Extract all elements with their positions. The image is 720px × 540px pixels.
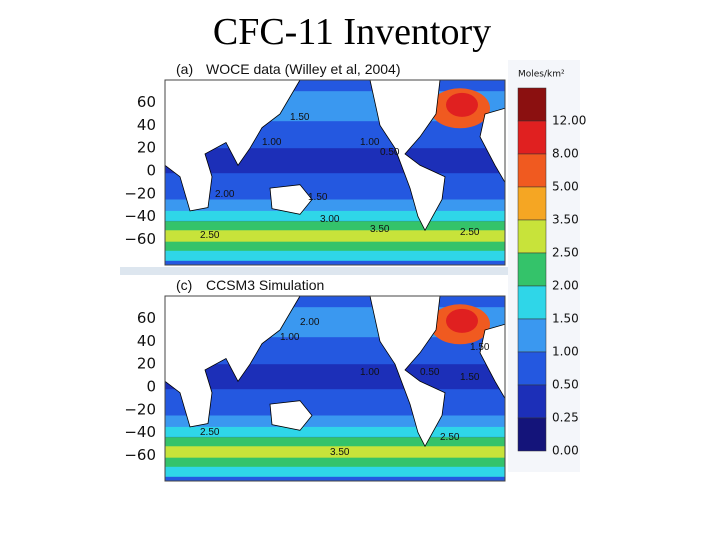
- ocean-band: [165, 241, 505, 252]
- contour-label: 2.50: [440, 432, 460, 443]
- colorbar-swatch: [517, 384, 547, 419]
- contour-label: 3.00: [320, 214, 340, 225]
- land: [479, 323, 506, 400]
- north-atlantic: [446, 92, 478, 117]
- colorbar-label: 2.50: [552, 246, 579, 260]
- land: [269, 400, 313, 431]
- colorbar-swatch: [517, 252, 547, 287]
- panel-title: CCSM3 Simulation: [206, 277, 324, 293]
- contour-label: 0.50: [380, 147, 400, 158]
- colorbar-unit: Moles/km²: [518, 70, 565, 80]
- contour-label: 3.50: [330, 447, 350, 458]
- panel-label: (c): [176, 277, 192, 293]
- contour-label: 2.50: [200, 230, 220, 241]
- y-tick-label: −40: [124, 207, 156, 225]
- land: [369, 295, 446, 448]
- y-tick-label: −20: [124, 184, 156, 202]
- ocean-band: [165, 210, 505, 221]
- colorbar-swatch: [517, 153, 547, 188]
- colorbar-swatch: [517, 351, 547, 386]
- y-tick-label: 40: [137, 332, 156, 350]
- contour-label: 3.50: [370, 224, 390, 235]
- map-panel: (a) WOCE data (Willey et al, 2004) 60 40 20 0…: [124, 61, 506, 266]
- map-frame: [164, 79, 506, 266]
- colorbar-swatch: [517, 120, 547, 155]
- ocean-band: [165, 148, 505, 174]
- ocean-band: [165, 221, 505, 232]
- colorbar-label: 0.25: [552, 411, 579, 425]
- ocean-band: [165, 437, 505, 448]
- colorbar-label: 3.50: [552, 213, 579, 227]
- y-tick-label: 0: [146, 162, 156, 180]
- colorbar-label: 5.00: [552, 180, 579, 194]
- land: [369, 79, 446, 232]
- contour-label: 0.50: [420, 367, 440, 378]
- y-tick-label: −60: [124, 230, 156, 248]
- contour-label: 1.00: [280, 332, 300, 343]
- contour-label: 2.00: [215, 189, 235, 200]
- land: [164, 295, 301, 428]
- land: [164, 79, 301, 212]
- y-tick-label: −20: [124, 400, 156, 418]
- colorbar-swatch: [517, 186, 547, 221]
- divider: [120, 267, 520, 275]
- contour-label: 1.50: [290, 112, 310, 123]
- y-tick-label: 0: [146, 378, 156, 396]
- colorbar-swatch: [517, 417, 547, 452]
- y-tick-label: 20: [137, 355, 156, 373]
- ocean-band: [165, 415, 505, 428]
- colorbar-swatch: [517, 87, 547, 122]
- colorbar-label: 0.50: [552, 378, 579, 392]
- ocean-band: [165, 426, 505, 437]
- contour-label: 2.00: [300, 317, 320, 328]
- slide-title: CFC-11 Inventory: [213, 11, 491, 53]
- y-tick-label: 60: [137, 309, 156, 327]
- colorbar-swatch: [517, 318, 547, 353]
- map-panel: (c) CCSM3 Simulation6040200−20−40−601.002…: [124, 277, 506, 482]
- contour-label: 1.00: [262, 137, 282, 148]
- ocean-band: [165, 457, 505, 468]
- ocean-band: [165, 364, 505, 390]
- colorbar-swatch: [517, 285, 547, 320]
- y-tick-label: −40: [124, 423, 156, 441]
- panel-label: (a): [176, 61, 193, 77]
- contour-label: 2.50: [200, 427, 220, 438]
- colorbar-label: 12.00: [552, 114, 586, 128]
- colorbar-label: 0.00: [552, 444, 579, 458]
- colorbar-swatch: [517, 219, 547, 254]
- contour-label: 1.50: [470, 342, 490, 353]
- colorbar-label: 1.00: [552, 345, 579, 359]
- north-atlantic: [446, 308, 478, 333]
- land: [269, 184, 313, 215]
- colorbar-label: 1.50: [552, 312, 579, 326]
- contour-label: 1.00: [360, 137, 380, 148]
- ocean-band: [165, 250, 505, 261]
- panel-title: WOCE data (Willey et al, 2004): [206, 61, 401, 77]
- y-tick-label: 40: [137, 116, 156, 134]
- y-tick-label: 60: [137, 93, 156, 111]
- map-frame: [164, 295, 506, 482]
- ocean-band: [165, 466, 505, 477]
- contour-label: 1.00: [360, 367, 380, 378]
- contour-label: 1.50: [460, 372, 480, 383]
- ocean-band: [165, 199, 505, 212]
- contour-label: 1.50: [308, 192, 328, 203]
- contour-label: 2.50: [460, 227, 480, 238]
- y-tick-label: −60: [124, 446, 156, 464]
- y-tick-label: 20: [137, 139, 156, 157]
- ocean-band: [165, 230, 505, 243]
- land: [479, 107, 506, 184]
- colorbar-label: 8.00: [552, 147, 579, 161]
- colorbar-label: 2.00: [552, 279, 579, 293]
- ocean-band: [165, 446, 505, 459]
